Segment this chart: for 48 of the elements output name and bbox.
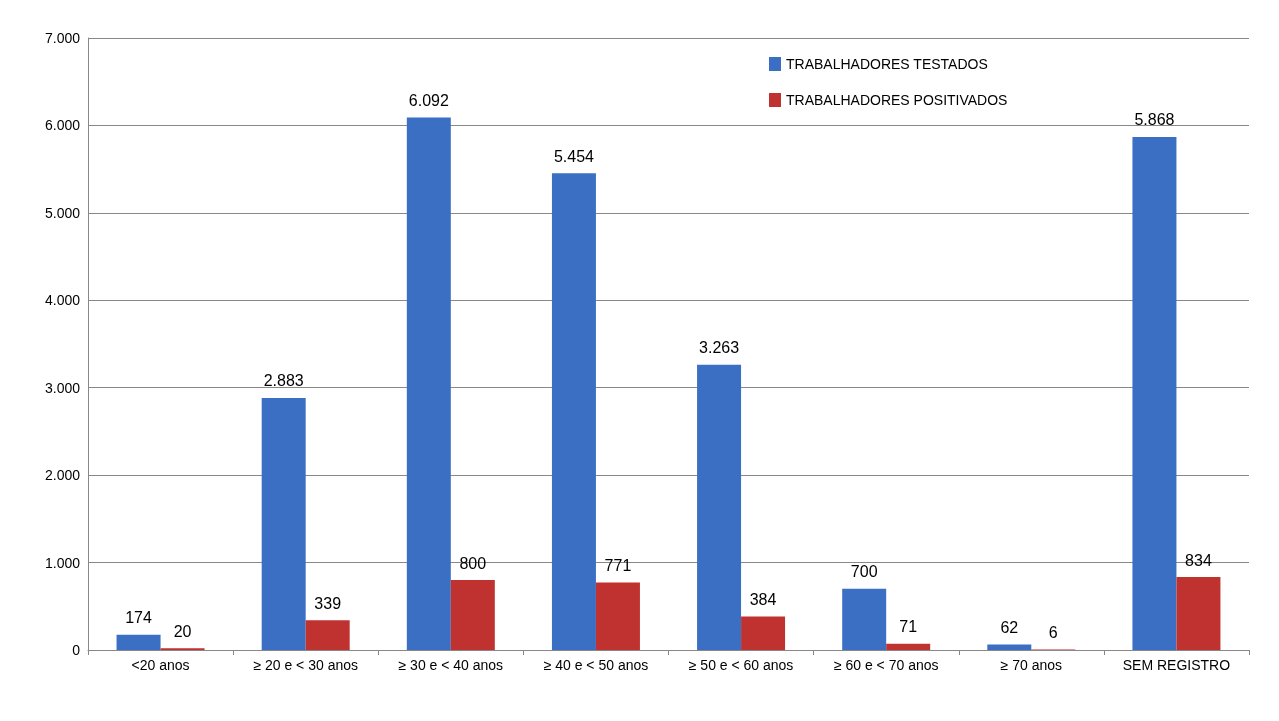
data-label: 174 xyxy=(125,609,153,627)
bar xyxy=(1132,136,1177,650)
x-tick-label: ≥ 30 e < 40 anos xyxy=(398,657,504,673)
x-tick-label: SEM REGISTRO xyxy=(1122,657,1231,673)
bar xyxy=(741,616,786,650)
bar xyxy=(886,643,931,650)
bar xyxy=(305,620,350,650)
bar xyxy=(1176,577,1221,650)
y-tick-label: 3.000 xyxy=(44,379,81,396)
data-label: 2.883 xyxy=(263,372,304,390)
data-label: 6 xyxy=(1048,623,1058,641)
bar xyxy=(406,117,451,650)
bar xyxy=(987,644,1032,650)
legend-label: TRABALHADORES POSITIVADOS xyxy=(786,92,1008,108)
bar xyxy=(697,364,742,650)
data-label: 384 xyxy=(749,590,777,608)
y-tick-label: 2.000 xyxy=(44,467,81,484)
x-tick-label: ≥ 50 e < 60 anos xyxy=(688,657,794,673)
bar xyxy=(551,173,596,650)
x-tick-label: ≥ 40 e < 50 anos xyxy=(543,657,649,673)
x-tick-label: ≥ 20 e < 30 anos xyxy=(253,657,358,673)
y-tick-label: 4.000 xyxy=(44,292,81,309)
bar xyxy=(842,588,887,650)
data-label: 20 xyxy=(173,622,192,640)
x-tick-label: <20 anos xyxy=(131,657,190,673)
y-tick-label: 0 xyxy=(72,642,81,658)
bar xyxy=(450,580,495,650)
data-label: 771 xyxy=(604,557,632,575)
data-label: 71 xyxy=(899,618,918,636)
bar xyxy=(261,397,306,650)
legend-label: TRABALHADORES TESTADOS xyxy=(786,56,988,72)
y-tick-label: 1.000 xyxy=(44,554,81,571)
data-label: 6.092 xyxy=(408,91,449,109)
bar xyxy=(116,634,161,650)
y-tick-label: 7.000 xyxy=(44,30,81,46)
data-label: 5.868 xyxy=(1134,111,1175,129)
data-label: 800 xyxy=(459,554,487,572)
y-tick-label: 5.000 xyxy=(44,204,81,221)
data-label: 62 xyxy=(1000,619,1019,637)
data-label: 3.263 xyxy=(699,339,740,357)
data-label: 339 xyxy=(314,594,342,612)
data-label: 700 xyxy=(850,563,878,581)
x-tick-label: ≥ 70 anos xyxy=(1000,657,1063,673)
bar xyxy=(595,582,640,650)
data-label: 5.454 xyxy=(553,147,595,165)
data-label: 834 xyxy=(1185,551,1212,569)
y-tick-label: 6.000 xyxy=(44,117,81,134)
x-tick-label: ≥ 60 e < 70 anos xyxy=(833,657,939,673)
